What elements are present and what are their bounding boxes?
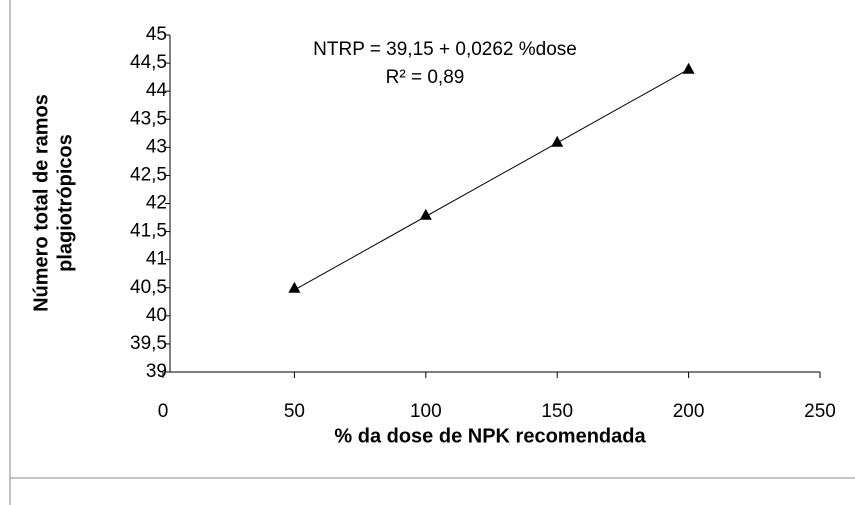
y-tick-label: 45 [146,24,167,45]
y-tick-label: 43 [146,136,167,157]
marker [288,281,301,293]
y-tick-label: 43,5 [130,108,167,129]
y-tick-label: 40,5 [130,277,167,298]
y-tick-label: 39 [146,361,167,382]
y-tick-label: 44 [146,80,168,101]
y-tick-label: 42,5 [130,164,167,185]
marker [551,135,564,147]
marker [682,62,695,74]
y-tick-label: 44,5 [130,52,167,73]
trendline [294,68,689,291]
x-tick-label: 150 [541,401,573,422]
y-tick-label: 41 [146,249,167,270]
x-tick-label: 200 [673,401,705,422]
x-tick-label: 250 [804,401,836,422]
r-squared: R² = 0,89 [386,67,465,88]
y-tick-label: 41,5 [130,221,167,242]
y-axis-label: Número total de ramos [30,94,52,312]
y-axis-label: plagiotrópicos [54,134,76,272]
y-tick-label: 39,5 [130,333,167,354]
equation: NTRP = 39,15 + 0,0262 %dose [313,39,577,60]
x-tick-label: 0 [158,401,169,422]
x-axis-label: % da dose de NPK recomendada [334,425,646,447]
y-tick-label: 40 [146,305,167,326]
x-tick-label: 50 [284,401,305,422]
y-tick-label: 42 [146,193,167,214]
marker [419,208,432,220]
x-tick-label: 100 [410,401,442,422]
